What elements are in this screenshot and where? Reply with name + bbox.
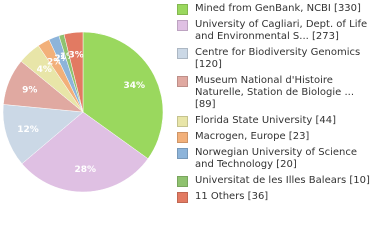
pie-slice: [2, 104, 84, 165]
pie-slice: [63, 31, 84, 113]
legend-swatch: [177, 48, 188, 59]
data-label: 12%: [17, 125, 39, 135]
legend: Mined from GenBank, NCBI [330] University…: [175, 3, 375, 207]
legend-label: 11 Others [36]: [195, 191, 269, 202]
data-label: 9%: [22, 86, 37, 96]
legend-label: University of Cagliari, Dept. of Life an…: [195, 19, 368, 42]
legend-swatch: [177, 4, 188, 15]
legend-swatch: [177, 148, 188, 159]
pie-slice: [21, 111, 149, 193]
legend-item: Florida State University [44]: [175, 115, 375, 127]
legend-item: Norwegian University of Science and Tech…: [175, 147, 375, 171]
legend-label: Florida State University [44]: [195, 115, 336, 126]
legend-item: Macrogen, Europe [23]: [175, 131, 375, 143]
legend-swatch: [177, 132, 188, 143]
legend-item: University of Cagliari, Dept. of Life an…: [175, 19, 375, 43]
legend-swatch: [177, 192, 188, 203]
legend-item: Museum National d'Histoire Naturelle, St…: [175, 75, 375, 111]
legend-item: Centre for Biodiversity Genomics [120]: [175, 47, 375, 71]
pie: 34% 28% 12% 9% 4%2%2%1%3%: [2, 31, 164, 193]
legend-label: Universitat de les Illes Balears [10]: [195, 175, 370, 186]
legend-label: Macrogen, Europe [23]: [195, 131, 310, 142]
legend-swatch: [177, 76, 188, 87]
data-label: 2%: [47, 57, 62, 67]
legend-item: 11 Others [36]: [175, 191, 375, 203]
pie-slice: [82, 31, 164, 160]
legend-swatch: [177, 176, 188, 187]
legend-label: Mined from GenBank, NCBI [330]: [195, 3, 361, 14]
legend-swatch: [177, 116, 188, 127]
data-label: 28%: [75, 165, 97, 175]
legend-label: Norwegian University of Science and Tech…: [195, 147, 358, 170]
data-label: 34%: [123, 81, 145, 91]
data-label: 4%: [37, 65, 52, 75]
data-label: 3%: [68, 50, 83, 60]
legend-item: Mined from GenBank, NCBI [330]: [175, 3, 375, 15]
legend-label: Museum National d'Histoire Naturelle, St…: [195, 75, 355, 110]
legend-item: Universitat de les Illes Balears [10]: [175, 175, 375, 187]
legend-label: Centre for Biodiversity Genomics [120]: [195, 47, 361, 70]
data-label: 2%: [54, 54, 69, 64]
legend-swatch: [177, 20, 188, 31]
data-label: 1%: [60, 52, 75, 62]
